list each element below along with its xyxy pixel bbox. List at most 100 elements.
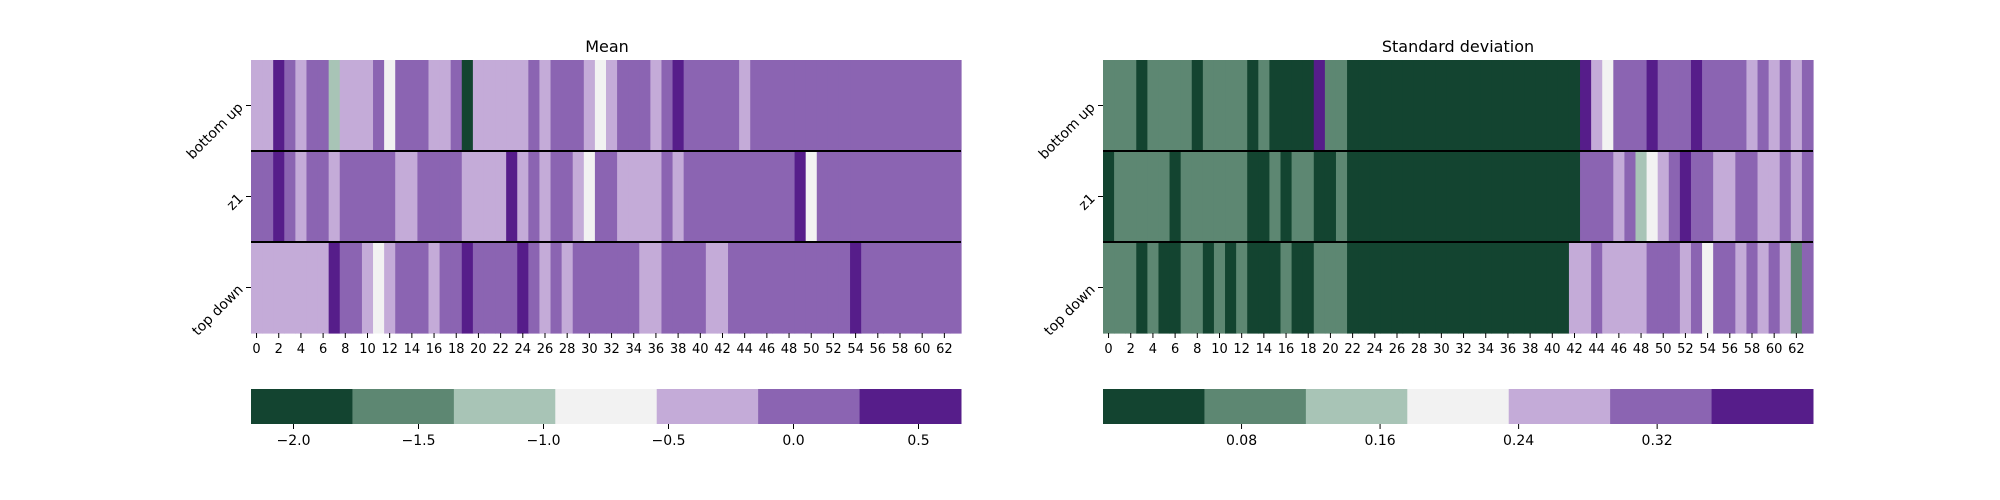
std-heatmap-panel: Standard deviation 0 2 4 6 8 10 12 14 16 18 20 22 24… xyxy=(1036,37,1814,449)
std-cell-r1-c53 xyxy=(1691,151,1703,243)
std-cell-r2-c33 xyxy=(1469,242,1481,334)
std-x-tick-label-18: 18 xyxy=(1300,342,1317,357)
mean-cell-r0-c21 xyxy=(484,60,496,152)
std-cell-r1-c22 xyxy=(1347,151,1359,243)
std-x-tick-label-54: 54 xyxy=(1699,342,1716,357)
std-cell-r1-c45 xyxy=(1602,151,1614,243)
std-cell-r0-c2 xyxy=(1125,60,1137,152)
mean-x-tick-label-52: 52 xyxy=(825,342,842,357)
mean-colorbar-tick-label-5: 0.5 xyxy=(907,433,929,449)
mean-colorbar-block-1 xyxy=(352,389,454,424)
std-x-tick-label-48: 48 xyxy=(1633,342,1650,357)
std-cell-r1-c34 xyxy=(1480,151,1492,243)
std-x-tick-label-22: 22 xyxy=(1344,342,1361,357)
std-x-tick-label-56: 56 xyxy=(1722,342,1739,357)
mean-cell-r0-c13 xyxy=(395,60,407,152)
std-cell-r0-c13 xyxy=(1247,60,1259,152)
std-x-tick-label-20: 20 xyxy=(1322,342,1339,357)
mean-cell-r0-c5 xyxy=(306,60,318,152)
mean-colorbar-block-6 xyxy=(860,389,962,424)
mean-cell-r0-c8 xyxy=(340,60,352,152)
std-cell-r2-c39 xyxy=(1536,242,1548,334)
std-y-axis: bottom upz1top down xyxy=(1036,100,1103,339)
mean-x-tick-label-6: 6 xyxy=(319,342,327,357)
mean-cell-r0-c18 xyxy=(451,60,463,152)
mean-cell-r0-c38 xyxy=(673,60,685,152)
std-cell-r0-c40 xyxy=(1547,60,1559,152)
std-cell-r2-c43 xyxy=(1580,242,1592,334)
std-cell-r0-c58 xyxy=(1746,60,1758,152)
std-cell-r2-c26 xyxy=(1391,242,1403,334)
mean-cell-r0-c62 xyxy=(939,60,951,152)
std-colorbar-tick-label-2: 0.24 xyxy=(1503,433,1534,449)
std-cell-r0-c48 xyxy=(1636,60,1648,152)
std-cell-r1-c17 xyxy=(1292,151,1304,243)
mean-cell-r1-c32 xyxy=(606,151,618,243)
std-cell-r2-c30 xyxy=(1436,242,1448,334)
std-x-tick-label-52: 52 xyxy=(1677,342,1694,357)
mean-cell-r2-c4 xyxy=(295,242,307,334)
mean-cell-r2-c5 xyxy=(306,242,318,334)
mean-cell-r0-c12 xyxy=(384,60,396,152)
mean-colorbar-tick-label-2: −1.0 xyxy=(527,433,561,449)
mean-cell-r2-c58 xyxy=(894,242,906,334)
std-cell-r0-c37 xyxy=(1513,60,1525,152)
std-colorbar-block-6 xyxy=(1712,389,1814,424)
mean-cell-r2-c35 xyxy=(639,242,651,334)
mean-cell-r1-c4 xyxy=(295,151,307,243)
mean-cell-r0-c10 xyxy=(362,60,374,152)
std-cell-r1-c43 xyxy=(1580,151,1592,243)
mean-cell-r2-c20 xyxy=(473,242,485,334)
std-cell-r0-c18 xyxy=(1303,60,1315,152)
mean-cell-r2-c57 xyxy=(883,242,895,334)
mean-cell-r1-c2 xyxy=(273,151,285,243)
std-cell-r2-c50 xyxy=(1658,242,1670,334)
mean-x-axis: 0 2 4 6 8 10 12 14 16 18 20 22 24 26 28 30 32 34 36 38 40 42 4… xyxy=(252,333,952,357)
std-cell-r1-c47 xyxy=(1624,151,1636,243)
std-x-tick-label-16: 16 xyxy=(1278,342,1295,357)
std-x-tick-label-10: 10 xyxy=(1211,342,1228,357)
std-cell-r0-c39 xyxy=(1536,60,1548,152)
mean-cell-r0-c31 xyxy=(595,60,607,152)
mean-cell-r0-c20 xyxy=(473,60,485,152)
mean-cell-r2-c15 xyxy=(417,242,429,334)
mean-cell-r1-c28 xyxy=(562,151,574,243)
std-x-tick-label-46: 46 xyxy=(1611,342,1628,357)
mean-cell-r2-c61 xyxy=(928,242,940,334)
mean-cell-r2-c30 xyxy=(584,242,596,334)
mean-cell-r0-c25 xyxy=(528,60,540,152)
std-cell-r1-c46 xyxy=(1613,151,1625,243)
mean-cell-r0-c30 xyxy=(584,60,596,152)
mean-x-tick-label-56: 56 xyxy=(870,342,887,357)
std-cell-r1-c28 xyxy=(1414,151,1426,243)
mean-x-tick-label-38: 38 xyxy=(670,342,687,357)
std-cell-r0-c35 xyxy=(1491,60,1503,152)
std-cell-r0-c38 xyxy=(1525,60,1537,152)
mean-cell-r2-c32 xyxy=(606,242,618,334)
mean-cell-r0-c59 xyxy=(906,60,918,152)
std-cell-r0-c55 xyxy=(1713,60,1725,152)
std-cell-r0-c59 xyxy=(1758,60,1770,152)
std-cell-r1-c51 xyxy=(1669,151,1681,243)
std-cell-r0-c20 xyxy=(1325,60,1337,152)
std-cell-r1-c36 xyxy=(1502,151,1514,243)
mean-cell-r2-c11 xyxy=(373,242,385,334)
mean-cell-r2-c6 xyxy=(318,242,330,334)
mean-cell-r1-c49 xyxy=(795,151,807,243)
mean-cell-r2-c52 xyxy=(828,242,840,334)
mean-cell-r2-c29 xyxy=(573,242,585,334)
std-cell-r2-c8 xyxy=(1192,242,1204,334)
std-cell-r2-c45 xyxy=(1602,242,1614,334)
std-colorbar-tick-label-0: 0.08 xyxy=(1226,433,1257,449)
mean-cell-r1-c36 xyxy=(650,151,662,243)
mean-cell-r2-c17 xyxy=(440,242,452,334)
std-cell-r2-c54 xyxy=(1702,242,1714,334)
mean-cell-r1-c26 xyxy=(539,151,551,243)
std-cell-r1-c63 xyxy=(1802,151,1814,243)
mean-x-tick-label-50: 50 xyxy=(803,342,820,357)
std-cell-r2-c16 xyxy=(1281,242,1293,334)
std-cell-r2-c14 xyxy=(1258,242,1270,334)
mean-cell-r1-c35 xyxy=(639,151,651,243)
mean-cell-r2-c42 xyxy=(717,242,729,334)
std-cell-r2-c61 xyxy=(1780,242,1792,334)
